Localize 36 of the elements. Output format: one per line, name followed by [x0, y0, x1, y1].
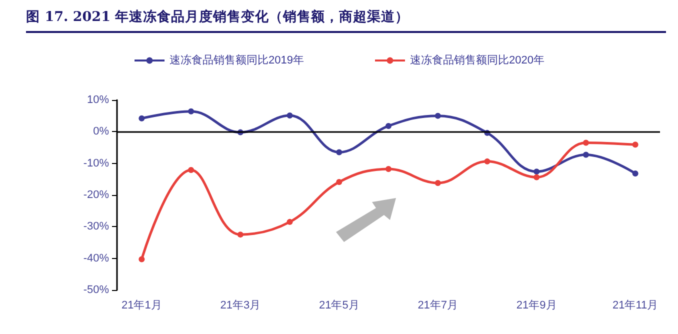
x-tick-label: 21年9月: [516, 300, 557, 312]
y-tick-label: -20%: [83, 189, 110, 201]
x-tick-label: 21年5月: [318, 300, 360, 312]
point: [138, 115, 145, 122]
point: [188, 108, 194, 114]
y-tick-label: -30%: [83, 220, 110, 233]
chart-title: 图 17. 2021 年速冻食品月度销售变化（销售额，商超渠道）: [26, 8, 410, 26]
point: [188, 166, 194, 173]
point: [286, 218, 293, 225]
point: [237, 232, 244, 238]
y-tick-label: -50%: [83, 284, 110, 296]
x-tick-label: 21年7月: [418, 300, 458, 312]
point: [434, 112, 441, 119]
point: [484, 158, 490, 164]
point: [434, 180, 441, 186]
point: [336, 149, 342, 156]
point: [138, 256, 145, 262]
point: [632, 142, 638, 148]
point: [386, 122, 392, 129]
legend-label: 速冻食品销售额同比2019年: [170, 54, 304, 66]
point: [336, 179, 342, 186]
y-tick-label: -40%: [83, 252, 110, 264]
point: [582, 152, 589, 158]
point: [286, 112, 293, 119]
point: [386, 166, 392, 172]
y-tick-label: 10%: [86, 94, 110, 106]
y-tick-label: -10%: [83, 157, 110, 170]
point: [534, 168, 540, 175]
point: [534, 174, 540, 180]
point: [582, 140, 589, 146]
x-tick-label: 21年3月: [220, 300, 261, 312]
x-tick-label: 21年1月: [122, 300, 162, 312]
x-tick-label: 21年11月: [612, 300, 658, 312]
point: [632, 170, 638, 176]
y-tick-label: 0%: [93, 126, 110, 138]
legend-label: 速冻食品销售额同比2020年: [410, 54, 544, 66]
